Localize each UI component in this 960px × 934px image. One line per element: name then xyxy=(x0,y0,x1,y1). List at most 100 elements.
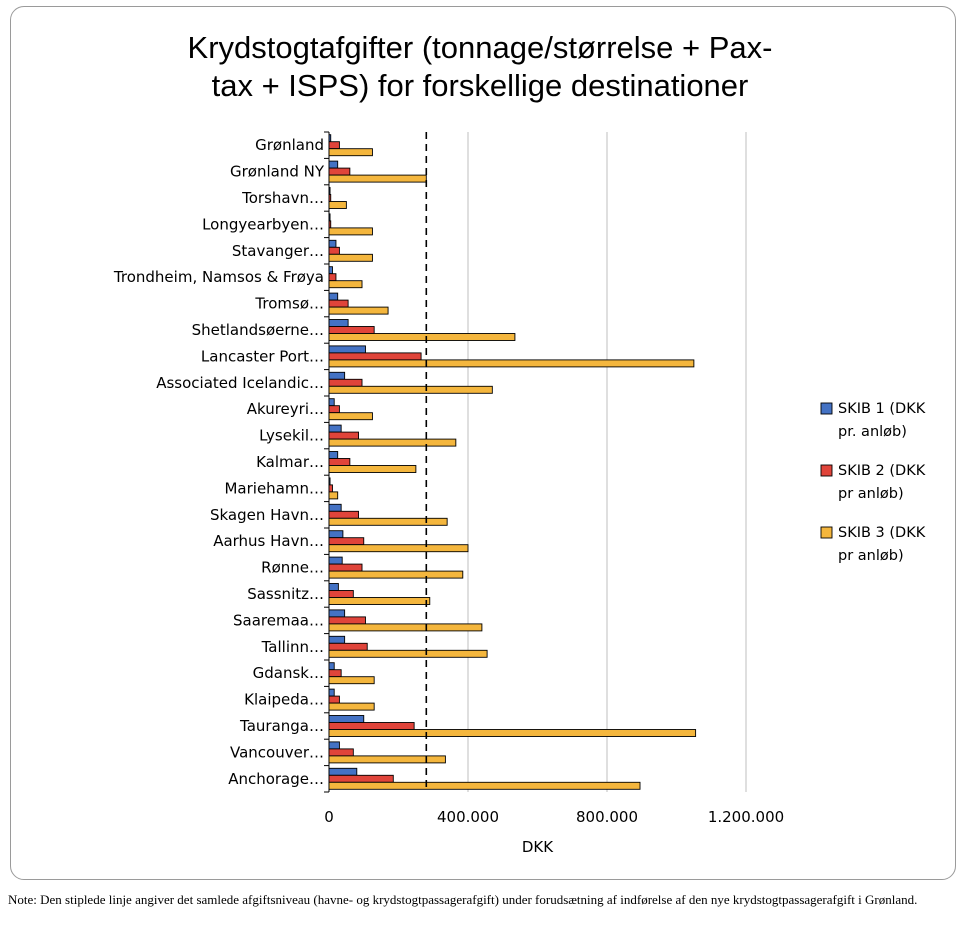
bar-1 xyxy=(328,662,335,671)
bar-2 xyxy=(328,352,422,361)
bar-1 xyxy=(328,451,339,459)
bar-3 xyxy=(328,438,457,447)
bar-3 xyxy=(328,280,363,289)
category-label: Grønland xyxy=(255,136,324,154)
bar-1 xyxy=(328,503,342,512)
bar-3 xyxy=(328,755,446,764)
bar-1 xyxy=(328,530,344,539)
bar-2 xyxy=(328,246,340,255)
category-label: Torshavn… xyxy=(241,189,324,207)
bar-2 xyxy=(328,458,351,466)
bar-3 xyxy=(328,597,431,605)
legend-label-line: pr anløb) xyxy=(838,486,904,502)
bar-2 xyxy=(328,220,332,229)
legend-label: SKIB 3 (DKK pr anløb) xyxy=(838,525,926,564)
bar-3 xyxy=(328,201,347,209)
bar-3 xyxy=(328,491,339,500)
bar-2 xyxy=(328,273,337,282)
legend-label: SKIB 1 (DKK pr. anløb) xyxy=(838,401,926,440)
bar-1 xyxy=(328,477,331,486)
bar-1 xyxy=(328,556,343,565)
bar-3 xyxy=(328,649,488,658)
bar-2 xyxy=(328,326,375,334)
bar-3 xyxy=(328,148,373,157)
bar-2 xyxy=(328,484,333,493)
x-tick-label: 1.200.000 xyxy=(708,808,784,826)
category-label: Trondheim, Namsos & Frøya xyxy=(113,268,324,286)
bar-2 xyxy=(328,748,354,757)
bar-3 xyxy=(328,385,493,394)
category-label: Mariehamn… xyxy=(224,479,324,497)
bar-2 xyxy=(328,510,359,519)
bar-1 xyxy=(328,715,365,723)
category-label: Sassnitz… xyxy=(247,585,324,603)
bar-1 xyxy=(328,213,331,222)
category-label: Longyearbyen… xyxy=(202,215,324,233)
chart-title-line: tax + ISPS) for forskellige destinatione… xyxy=(212,68,749,103)
bar-1 xyxy=(328,583,339,591)
bar-1 xyxy=(328,134,332,143)
bar-3 xyxy=(328,174,427,183)
bar-2 xyxy=(328,167,351,176)
category-label: Aarhus Havn… xyxy=(213,532,324,550)
bar-3 xyxy=(328,306,389,315)
category-label: Tauranga… xyxy=(239,717,324,735)
bar-3 xyxy=(328,359,695,368)
category-label: Akureyri… xyxy=(247,400,324,418)
bar-1 xyxy=(328,398,335,407)
bar-3 xyxy=(328,544,469,553)
category-label: Lancaster Port… xyxy=(201,347,324,365)
category-label: Grønland NY xyxy=(230,163,325,181)
bar-1 xyxy=(328,266,333,275)
bar-2 xyxy=(328,537,365,546)
bar-2 xyxy=(328,405,340,414)
footnote: Note: Den stiplede linje angiver det sam… xyxy=(8,892,918,907)
bar-1 xyxy=(328,292,339,301)
bar-2 xyxy=(328,431,359,440)
legend-label-line: pr. anløb) xyxy=(838,424,907,440)
category-label: Tallinn… xyxy=(261,638,324,656)
category-label: Gdansk… xyxy=(253,664,324,682)
bar-1 xyxy=(328,371,346,380)
category-label: Anchorage… xyxy=(228,770,324,788)
category-label: Tromsø… xyxy=(254,295,324,313)
bar-1 xyxy=(328,635,346,644)
bar-2 xyxy=(328,642,368,651)
x-axis-label: DKK xyxy=(522,838,554,856)
x-tick-label: 0 xyxy=(324,808,334,826)
bar-1 xyxy=(328,319,349,327)
bar-1 xyxy=(328,741,340,750)
legend-label: SKIB 2 (DKK pr anløb) xyxy=(838,463,926,502)
chart-title-line: Krydstogtafgifter (tonnage/størrelse + P… xyxy=(188,30,773,65)
bar-3 xyxy=(328,412,373,421)
bar-3 xyxy=(328,517,448,526)
x-tick-label: 800.000 xyxy=(576,808,638,826)
chart-title: Krydstogtafgifter (tonnage/størrelse + P… xyxy=(188,30,773,103)
bar-3 xyxy=(328,729,697,737)
category-label: Klaipeda… xyxy=(244,691,324,709)
bar-1 xyxy=(328,187,331,195)
bar-2 xyxy=(328,141,340,150)
category-label: Kalmar… xyxy=(256,453,324,471)
bar-1 xyxy=(328,609,346,618)
bar-1 xyxy=(328,688,335,697)
bar-2 xyxy=(328,669,342,678)
legend-label-line: SKIB 3 (DKK xyxy=(838,525,926,541)
category-label: Rønne… xyxy=(261,559,324,577)
legend-label-line: SKIB 2 (DKK xyxy=(838,463,926,479)
bar-2 xyxy=(328,695,340,704)
category-label: Vancouver… xyxy=(230,743,324,761)
category-label: Skagen Havn… xyxy=(210,506,324,524)
bar-1 xyxy=(328,345,366,354)
bar-2 xyxy=(328,774,394,783)
legend-swatch xyxy=(820,464,833,477)
legend-swatch xyxy=(820,402,833,415)
legend-swatch xyxy=(820,526,833,539)
bar-3 xyxy=(328,333,516,341)
bar-2 xyxy=(328,378,363,387)
bar-2 xyxy=(328,299,349,308)
bar-2 xyxy=(328,194,332,202)
bar-1 xyxy=(328,767,358,776)
bar-3 xyxy=(328,676,375,685)
bar-2 xyxy=(328,563,363,572)
